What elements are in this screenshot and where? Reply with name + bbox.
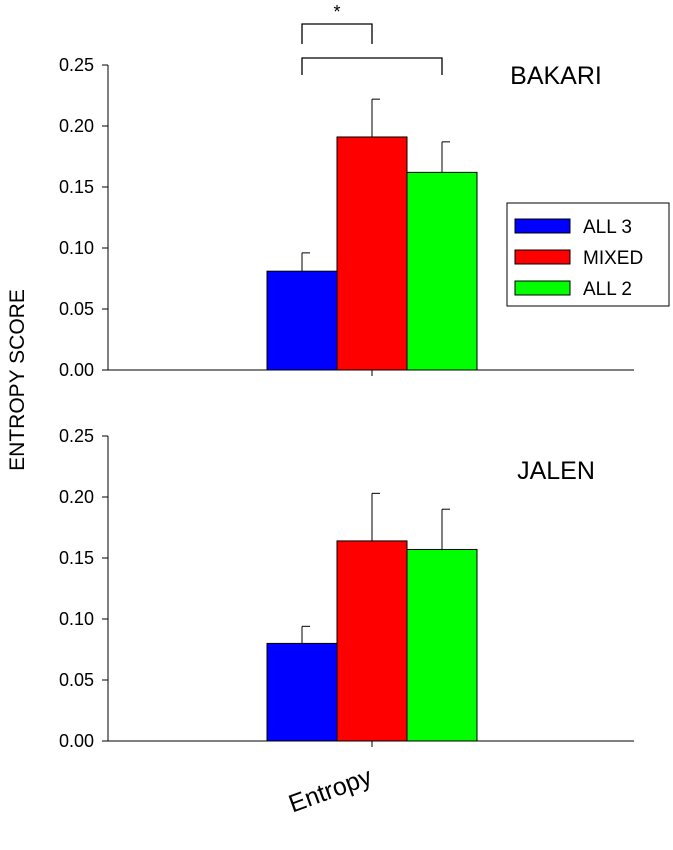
panel-title: BAKARI [510,62,602,90]
legend-label: ALL 3 [583,217,632,238]
y-axis-title: ENTROPY SCORE [6,289,29,471]
y-tick-label: 0.10 [59,609,94,629]
bar-mixed [336,540,408,742]
panel-title: JALEN [517,457,595,485]
y-tick-label: 0.05 [59,670,94,690]
bar-all-3 [266,642,338,742]
y-tick-label: 0.20 [59,116,94,136]
legend-swatch [514,280,571,296]
y-tick-label: 0.00 [59,360,94,380]
significance-bracket [301,57,443,75]
bar-all-2 [406,548,478,742]
panel-jalen: 0.00 0.05 0.10 0.15 0.20 0.25 JALEN [59,426,634,751]
bar-mixed [336,136,408,371]
y-tick-label: 0.25 [59,426,94,446]
y-tick-label: 0.25 [59,55,94,75]
significance-bracket [301,23,373,44]
bar-all-3 [266,270,338,371]
y-tick-label: 0.00 [59,731,94,751]
y-tick-label: 0.05 [59,299,94,319]
y-tick-label: 0.15 [59,548,94,568]
legend-label: ALL 2 [583,279,632,300]
y-tick-label: 0.15 [59,177,94,197]
bar-all-2 [406,171,478,371]
x-tick-label-entropy: Entropy [285,762,376,818]
significance-marker: * [333,2,340,22]
legend: ALL 3 MIXED ALL 2 [506,202,670,307]
legend-swatch [514,218,571,234]
legend-label: MIXED [583,248,643,269]
legend-swatch [514,249,571,265]
y-tick-label: 0.20 [59,487,94,507]
y-tick-label: 0.10 [59,238,94,258]
panel-bakari: 0.00 0.05 0.10 0.15 0.20 0.25 * BAKARI [59,2,634,380]
chart-panels: 0.000.050.100.150.200.25*BAKARI0.000.050… [59,2,634,751]
